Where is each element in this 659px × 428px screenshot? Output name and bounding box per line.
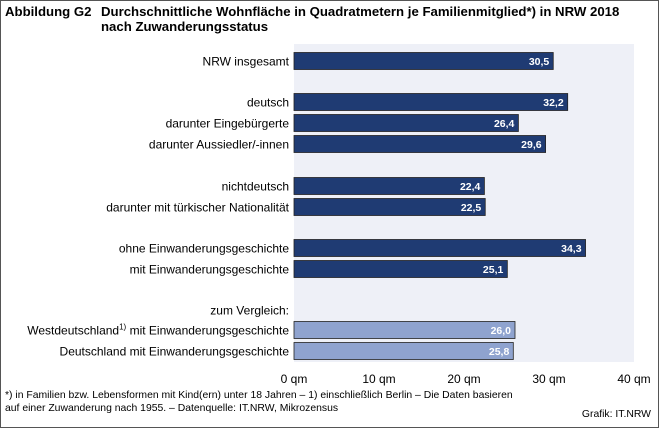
bar — [293, 342, 514, 360]
x-tick-label: 40 qm — [617, 372, 650, 386]
bar — [293, 321, 516, 339]
bar — [293, 177, 485, 195]
x-tick-label: 0 qm — [281, 372, 308, 386]
bar-value-label: 25,8 — [489, 346, 510, 358]
category-label: Westdeutschland1) mit Einwanderungsgesch… — [27, 323, 289, 338]
bar-value-label: 22,4 — [460, 181, 481, 193]
category-label: deutsch — [247, 96, 289, 110]
bar-value-label: 22,5 — [461, 202, 482, 214]
category-label: ohne Einwanderungsgeschichte — [119, 242, 289, 256]
figure-label: Abbildung G2 — [5, 4, 92, 19]
chart-subtitle: nach Zuwanderungsstatus — [101, 19, 269, 34]
category-label: NRW insgesamt — [203, 55, 290, 69]
bar — [293, 135, 547, 153]
bar — [293, 198, 486, 216]
category-label: darunter Eingebürgerte — [166, 117, 290, 131]
bar-value-label: 26,0 — [491, 325, 512, 337]
bar-value-label: 26,4 — [494, 118, 515, 130]
category-label: darunter mit türkischer Nationalität — [106, 201, 289, 215]
bar — [293, 93, 569, 111]
bar-value-label: 32,2 — [543, 97, 564, 109]
category-label: Deutschland mit Einwanderungsgeschichte — [60, 345, 290, 359]
footnote-line-2: auf einer Zuwanderung nach 1955. – Daten… — [5, 403, 339, 414]
chart-title: Durchschnittliche Wohnfläche in Quadratm… — [101, 4, 620, 19]
bar — [293, 114, 519, 132]
bar-value-label: 34,3 — [561, 243, 582, 255]
x-tick-label: 10 qm — [362, 372, 395, 386]
category-label: nichtdeutsch — [222, 180, 289, 194]
bar-value-label: 29,6 — [521, 139, 542, 151]
bar — [293, 239, 586, 257]
bar — [293, 260, 508, 278]
group-header-label: zum Vergleich: — [210, 304, 289, 318]
category-label: darunter Aussiedler/-innen — [149, 138, 289, 152]
category-label: mit Einwanderungsgeschichte — [130, 263, 290, 277]
footnote-line-1: *) in Familien bzw. Lebensformen mit Kin… — [5, 390, 513, 401]
source-credit: Grafik: IT.NRW — [581, 409, 651, 420]
bar-value-label: 30,5 — [529, 56, 550, 68]
bar — [293, 52, 554, 70]
x-tick-label: 20 qm — [447, 372, 480, 386]
x-tick-label: 30 qm — [532, 372, 565, 386]
bar-value-label: 25,1 — [483, 264, 504, 276]
